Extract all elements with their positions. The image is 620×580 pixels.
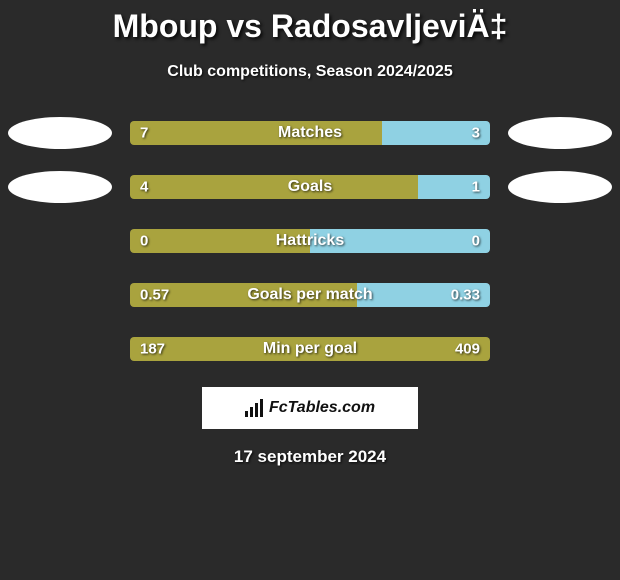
- stat-bar-right: [418, 175, 490, 199]
- player-left-marker: [8, 117, 112, 149]
- comparison-subtitle: Club competitions, Season 2024/2025: [0, 63, 620, 81]
- stat-row: Matches73: [0, 117, 620, 149]
- stat-bar-left: [130, 337, 490, 361]
- stat-bar: Goals per match0.570.33: [130, 283, 490, 307]
- snapshot-date: 17 september 2024: [0, 447, 620, 467]
- player-left-marker: [8, 171, 112, 203]
- stat-bar: Min per goal187409: [130, 337, 490, 361]
- stat-row: Goals per match0.570.33: [0, 279, 620, 311]
- stat-bar-left: [130, 175, 418, 199]
- stat-bar-right: [357, 283, 490, 307]
- barchart-icon: [245, 399, 263, 417]
- stat-bar: Goals41: [130, 175, 490, 199]
- stat-bar: Hattricks00: [130, 229, 490, 253]
- attribution-text: FcTables.com: [269, 399, 375, 417]
- stat-bar-right: [310, 229, 490, 253]
- stat-row: Goals41: [0, 171, 620, 203]
- attribution: FcTables.com: [245, 399, 375, 417]
- player-right-marker: [508, 171, 612, 203]
- stat-row: Min per goal187409: [0, 333, 620, 365]
- stat-bar: Matches73: [130, 121, 490, 145]
- attribution-box: FcTables.com: [202, 387, 418, 429]
- comparison-title: Mboup vs RadosavljeviÄ‡: [0, 0, 620, 45]
- stat-bar-left: [130, 121, 382, 145]
- player-right-marker: [508, 117, 612, 149]
- stat-bar-left: [130, 283, 357, 307]
- stat-bar-right: [382, 121, 490, 145]
- stat-rows: Matches73 Goals41 Hattricks00 Goals per mat…: [0, 117, 620, 365]
- stat-bar-left: [130, 229, 310, 253]
- stat-row: Hattricks00: [0, 225, 620, 257]
